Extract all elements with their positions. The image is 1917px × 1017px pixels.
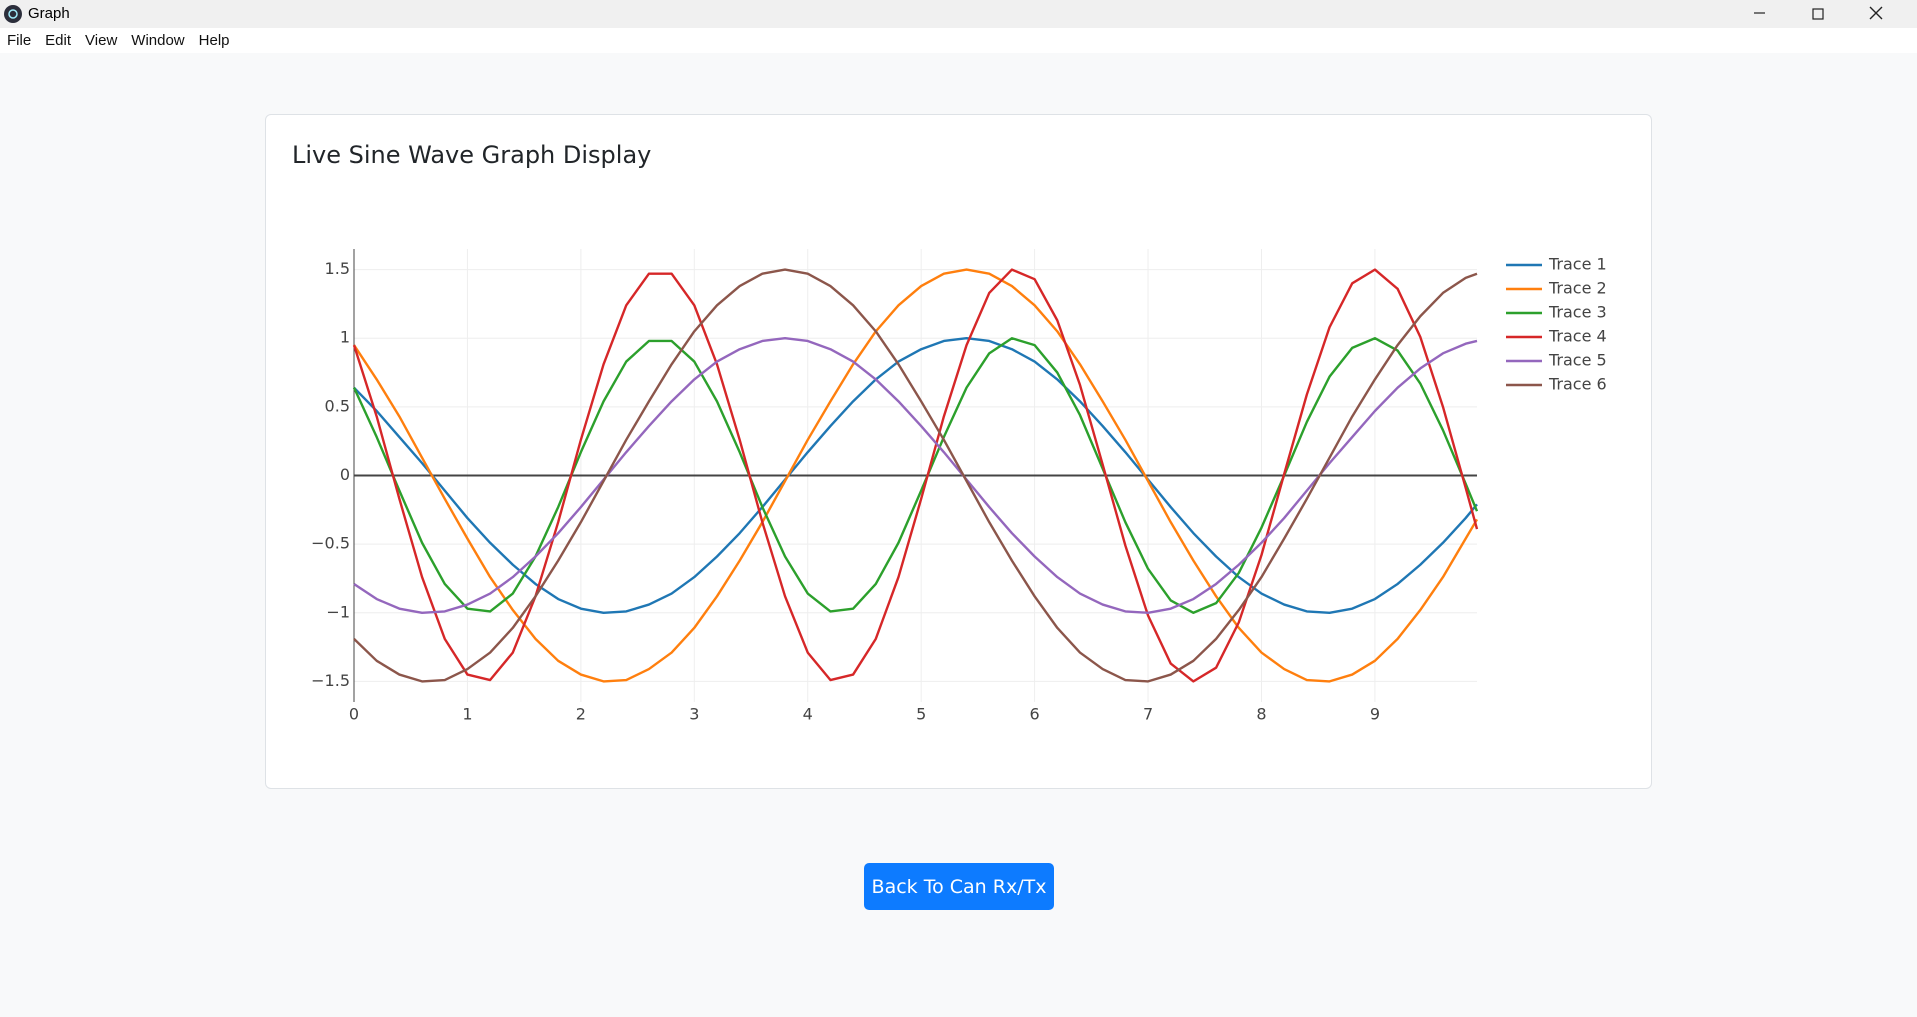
y-tick-label: 0 xyxy=(340,465,350,484)
legend-label: Trace 4 xyxy=(1548,327,1607,346)
trace-line xyxy=(352,337,1479,614)
y-tick-label: 1.5 xyxy=(325,259,350,278)
legend-label: Trace 5 xyxy=(1548,351,1607,370)
x-tick-label: 3 xyxy=(689,705,699,724)
x-tick-label: 5 xyxy=(916,705,926,724)
trace-line xyxy=(353,337,1478,614)
y-tick-label: 0.5 xyxy=(325,396,350,415)
y-tick-label: −0.5 xyxy=(311,534,350,553)
x-tick-label: 6 xyxy=(1030,705,1040,724)
x-tick-label: 2 xyxy=(576,705,586,724)
x-tick-label: 8 xyxy=(1256,705,1266,724)
legend-label: Trace 3 xyxy=(1548,303,1607,322)
menu-item[interactable]: Window xyxy=(131,32,185,49)
card-title: Live Sine Wave Graph Display xyxy=(292,141,652,169)
trace-line xyxy=(352,268,1479,683)
legend-label: Trace 6 xyxy=(1548,375,1607,394)
x-tick-label: 4 xyxy=(803,705,813,724)
maximize[interactable] xyxy=(1812,8,1824,20)
menu-item[interactable]: Help xyxy=(198,32,230,49)
menu-item[interactable]: Edit xyxy=(45,32,72,49)
x-tick-label: 0 xyxy=(349,705,359,724)
trace-line xyxy=(352,268,1479,683)
menu-item[interactable]: View xyxy=(85,32,118,49)
menu-item[interactable]: File xyxy=(7,32,32,49)
chart: 0 1 2 3 4 5 6 7 8 9 −1.5 −1 −0.5 0 0.5 1 1.5 Trace 1 Trace… xyxy=(311,249,1607,724)
y-tick-label: −1.5 xyxy=(311,671,350,690)
menu-bar: File Edit View Window Help xyxy=(0,28,1917,53)
x-tick-label: 9 xyxy=(1370,705,1380,724)
card: Live Sine Wave Graph Display 0 1 2 3 4 5 6 7 8 9 −… xyxy=(265,114,1652,789)
trace-line xyxy=(353,268,1478,683)
y-tick-label: 1 xyxy=(340,328,350,347)
y-tick-label: −1 xyxy=(326,602,350,621)
window-controls xyxy=(1754,6,1883,20)
x-tick-label: 7 xyxy=(1143,705,1153,724)
app-icon xyxy=(4,5,22,23)
back-button[interactable]: Back To Can Rx/Tx xyxy=(864,863,1054,910)
legend-label: Trace 1 xyxy=(1548,255,1607,274)
close[interactable] xyxy=(1869,6,1883,20)
title-bar: Graph xyxy=(0,0,1917,28)
trace-line xyxy=(353,337,1478,614)
legend-label: Trace 2 xyxy=(1548,279,1607,298)
x-tick-label: 1 xyxy=(462,705,472,724)
window-title: Graph xyxy=(28,5,70,22)
